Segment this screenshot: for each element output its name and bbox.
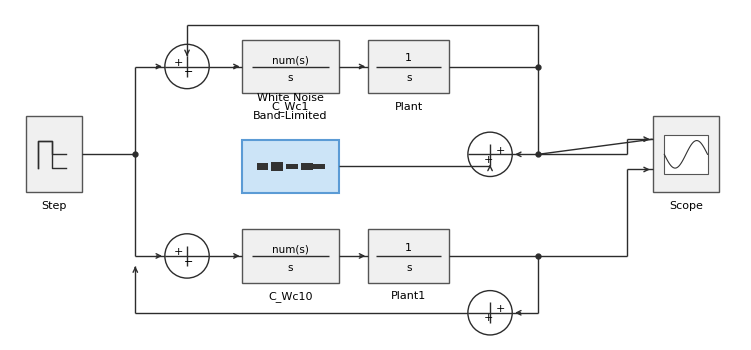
Text: +: + [496,304,505,314]
Bar [243,40,339,93]
Text: s: s [288,263,293,273]
Text: s: s [406,263,412,273]
Text: Scope: Scope [669,201,703,211]
Text: 1: 1 [406,243,412,253]
Circle shape [165,44,210,89]
Text: C_Wc10: C_Wc10 [268,291,312,302]
Text: num(s): num(s) [272,245,309,254]
Bar [243,140,339,193]
Bar [665,135,707,174]
Bar [368,229,449,283]
Text: Plant1: Plant1 [391,292,427,301]
Text: Step: Step [41,201,67,211]
Text: +: + [173,247,182,257]
Bar [312,163,324,169]
Text: +: + [484,314,493,323]
Text: +: + [496,146,505,156]
Circle shape [468,290,512,335]
Bar [301,162,312,170]
Bar [26,117,82,192]
Text: White Noise: White Noise [257,93,324,103]
Bar [271,162,283,171]
Text: 1: 1 [406,54,412,63]
Text: +: + [484,155,493,165]
Text: num(s): num(s) [272,55,309,65]
Text: C_Wc1: C_Wc1 [272,102,309,112]
Bar [653,117,719,192]
Text: −: − [183,257,193,267]
Text: Plant: Plant [394,102,423,112]
Text: −: − [183,67,193,77]
Circle shape [468,132,512,176]
Bar [286,164,298,169]
Bar [368,40,449,93]
Text: +: + [173,58,182,68]
Bar [243,229,339,283]
Bar [257,163,268,170]
Text: s: s [288,73,293,83]
Circle shape [165,234,210,278]
Text: s: s [406,73,412,83]
Text: Band-Limited: Band-Limited [253,111,327,121]
